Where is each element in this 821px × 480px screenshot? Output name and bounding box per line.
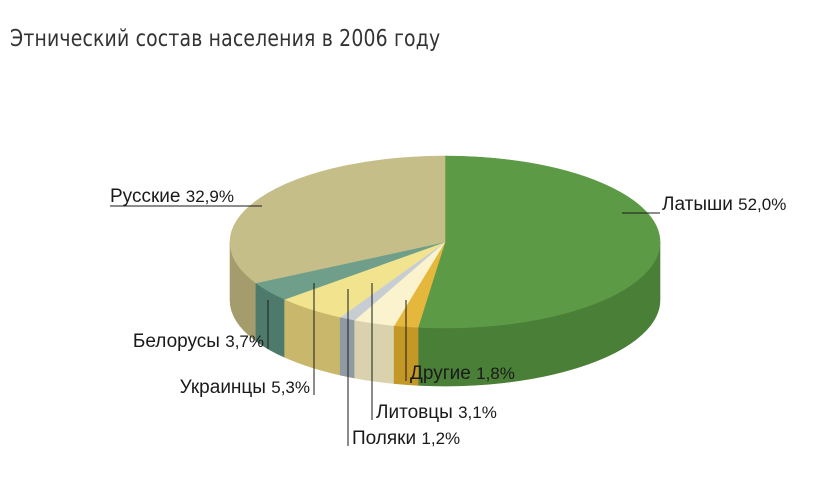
- slice-label-value-lithuanians: 3,1%: [458, 403, 497, 422]
- pie-slice-latvians: [417, 155, 661, 329]
- pie-slice-russians: [229, 155, 446, 284]
- pie-side-lithuanians: [354, 319, 395, 384]
- pie-tops: [229, 155, 661, 329]
- slice-label-ukrainians: Украинцы 5,3%: [180, 377, 310, 398]
- slice-label-value-russians: 32,9%: [186, 187, 234, 206]
- slice-label-name-russians: Русские: [110, 186, 186, 207]
- slice-label-name-ukrainians: Украинцы: [180, 377, 272, 398]
- slice-label-value-others: 1,8%: [476, 364, 515, 383]
- slice-label-value-ukrainians: 5,3%: [271, 378, 310, 397]
- slice-label-name-latvians: Латыши: [662, 194, 738, 215]
- slice-label-latvians: Латыши 52,0%: [662, 194, 786, 215]
- slice-label-name-belarusians: Белорусы: [133, 331, 225, 352]
- slice-label-value-poles: 1,2%: [421, 429, 460, 448]
- slice-label-russians: Русские 32,9%: [110, 186, 234, 207]
- slice-label-poles: Поляки 1,2%: [352, 428, 460, 449]
- slice-label-value-belarusians: 3,7%: [225, 332, 264, 351]
- pie-labels: Латыши 52,0% Другие 1,8% Литовцы 3,1% Поляк…: [110, 186, 786, 449]
- slice-label-belarusians: Белорусы 3,7%: [133, 331, 264, 352]
- pie-leaders: [110, 205, 660, 446]
- slice-label-name-poles: Поляки: [352, 428, 421, 449]
- slice-label-others: Другие 1,8%: [410, 363, 515, 384]
- pie-side-poles: [339, 316, 355, 379]
- slice-label-value-latvians: 52,0%: [738, 195, 786, 214]
- pie-sides: [229, 241, 661, 387]
- chart-title: Этнический состав населения в 2006 году: [10, 26, 441, 52]
- slice-label-name-others: Другие: [410, 363, 476, 384]
- slice-label-name-lithuanians: Литовцы: [376, 402, 458, 423]
- slice-label-lithuanians: Литовцы 3,1%: [376, 402, 497, 423]
